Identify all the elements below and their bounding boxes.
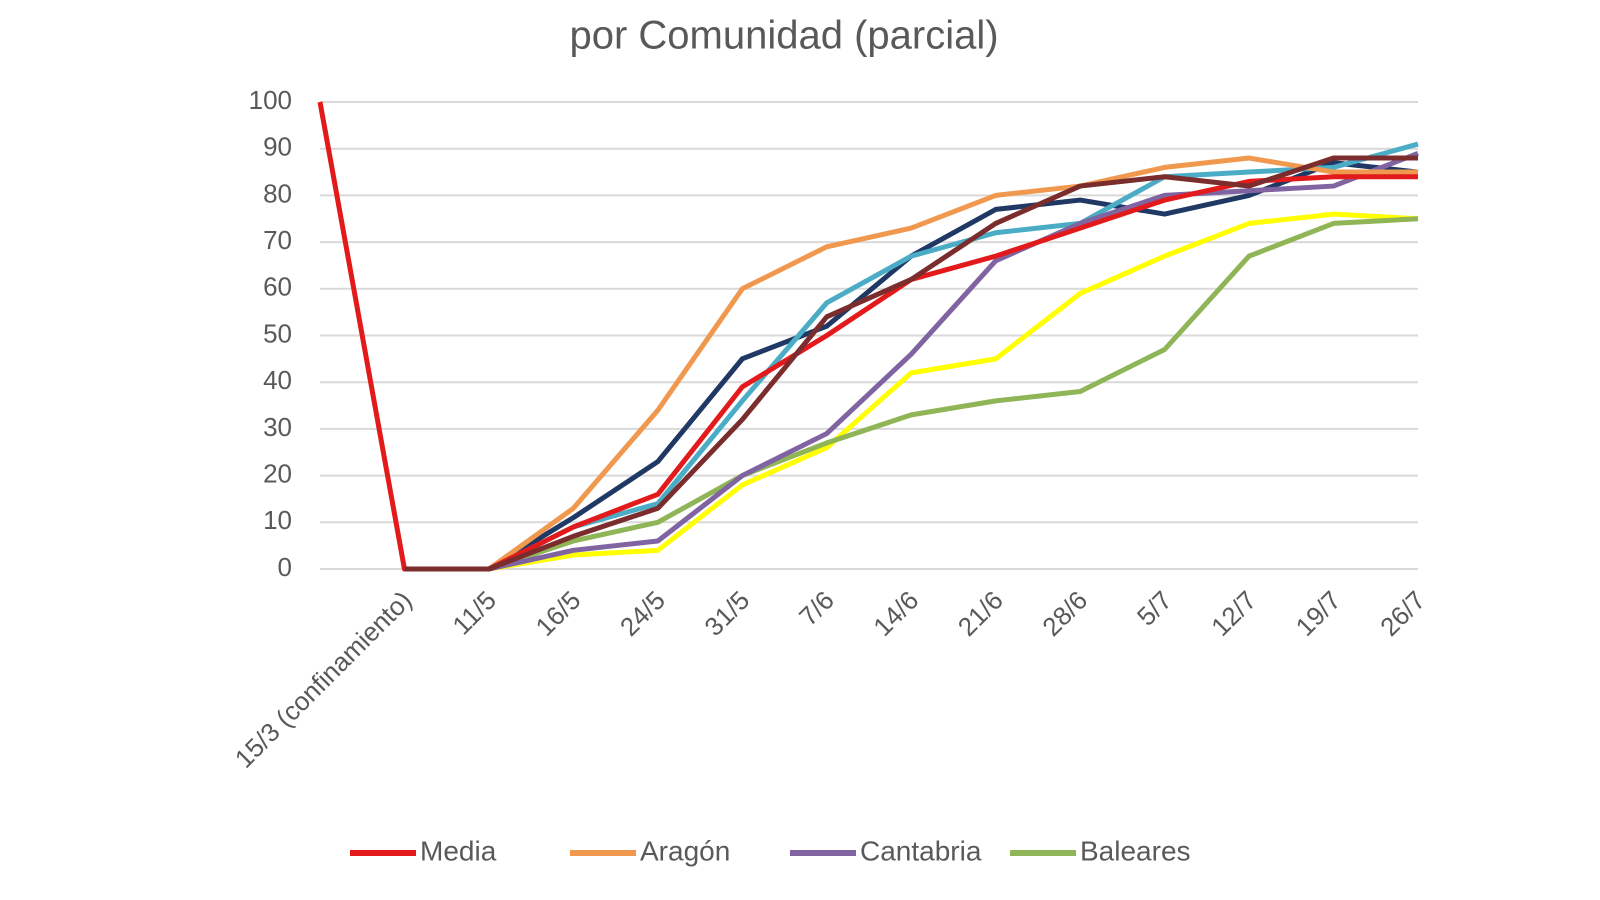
x-tick-label: 7/6 — [793, 585, 840, 632]
y-tick-label: 80 — [263, 178, 292, 208]
legend-label: Aragón — [640, 835, 730, 866]
x-tick-label: 12/7 — [1205, 585, 1262, 642]
y-tick-label: 0 — [278, 552, 292, 582]
y-tick-label: 60 — [263, 272, 292, 302]
y-tick-label: 30 — [263, 412, 292, 442]
y-tick-label: 40 — [263, 365, 292, 395]
x-tick-label: 24/5 — [614, 585, 671, 642]
series-line — [404, 155, 1418, 572]
legend-label: Baleares — [1080, 835, 1191, 866]
x-tick-label: 5/7 — [1131, 585, 1178, 632]
y-tick-label: 10 — [263, 505, 292, 535]
y-tick-label: 100 — [249, 85, 292, 115]
x-tick-label: 31/5 — [698, 585, 755, 642]
y-tick-label: 70 — [263, 225, 292, 255]
x-tick-label: 19/7 — [1290, 585, 1347, 642]
x-tick-label: 16/5 — [529, 585, 586, 642]
x-tick-label: 14/6 — [867, 585, 924, 642]
x-tick-label: 11/5 — [446, 585, 502, 641]
series-line — [404, 211, 1419, 572]
series-line — [404, 155, 1418, 572]
legend-label: Media — [420, 835, 497, 866]
chart-title: por Comunidad (parcial) — [569, 14, 998, 58]
y-tick-label: 20 — [263, 458, 292, 488]
x-tick-label: 21/6 — [952, 585, 1009, 642]
series-line — [404, 151, 1419, 572]
y-tick-label: 90 — [263, 132, 292, 162]
x-tick-label: 28/6 — [1036, 585, 1093, 642]
legend-label: Cantabria — [860, 835, 982, 866]
y-tick-label: 50 — [263, 318, 292, 348]
series-line — [404, 216, 1419, 572]
x-tick-label: 26/7 — [1374, 585, 1431, 642]
x-tick-label: 15/3 (confinamiento) — [229, 585, 418, 774]
